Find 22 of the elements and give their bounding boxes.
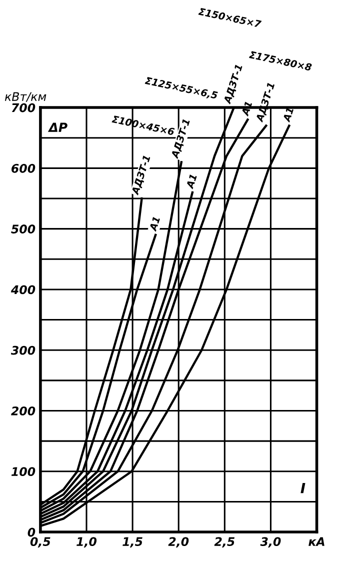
y-tick-label: 700 [12,103,36,112]
x-tick-label: 3,0 [260,537,281,548]
x-tick-label: 1,5 [122,537,142,548]
x-tick-label: 0,5 [30,537,50,548]
text: А1 [241,101,252,117]
y-tick-label: 600 [12,164,36,173]
x-tick-label: кА [308,537,324,546]
x-axis-title: I [300,482,306,494]
text: А1 [148,216,160,232]
y-tick-label: 500 [11,224,36,234]
x-tick-label: 2,0 [168,537,189,548]
y-tick-label: 100 [11,467,36,476]
y-axis-title: кВт/км [4,92,46,102]
y-tick-label: 400 [10,285,36,294]
text: А1 [282,107,294,123]
y-tick-label: 0 [28,528,36,537]
y-tick-label: 200 [11,406,36,416]
y-tick-label: 300 [10,346,36,355]
annotation: ΔP [48,122,68,132]
x-tick-label: 2,5 [214,537,235,548]
x-tick-label: 1,0 [76,537,97,548]
text: А1 [186,174,197,190]
